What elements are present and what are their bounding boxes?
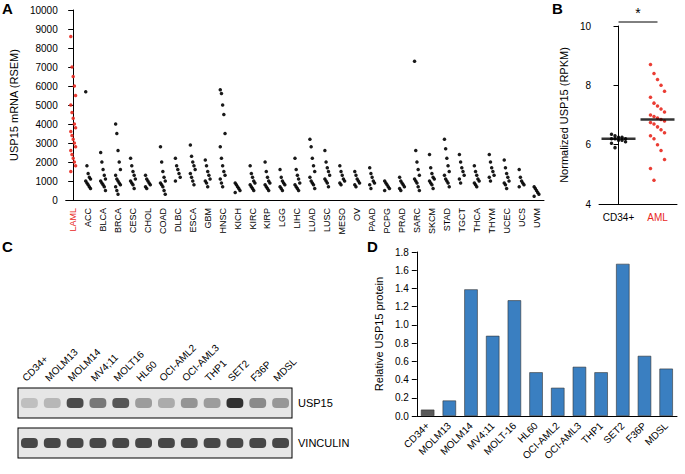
svg-text:7000: 7000 bbox=[35, 62, 58, 73]
svg-text:MOLM13: MOLM13 bbox=[42, 346, 80, 384]
svg-text:F36P: F36P bbox=[248, 359, 273, 384]
svg-text:MV4;11: MV4;11 bbox=[88, 351, 121, 384]
svg-text:OCI-AML3: OCI-AML3 bbox=[542, 420, 583, 461]
svg-text:DLBC: DLBC bbox=[173, 208, 183, 233]
svg-text:PCPG: PCPG bbox=[382, 208, 392, 234]
svg-text:KICH: KICH bbox=[233, 208, 243, 230]
svg-text:ACC: ACC bbox=[83, 208, 93, 228]
svg-text:THCA: THCA bbox=[472, 208, 482, 233]
svg-text:MDSL: MDSL bbox=[271, 356, 299, 384]
svg-text:MOLT16: MOLT16 bbox=[111, 348, 147, 384]
svg-text:MOLM14: MOLM14 bbox=[438, 420, 475, 457]
svg-text:MOLM14: MOLM14 bbox=[65, 346, 103, 384]
svg-text:OCI-AML2: OCI-AML2 bbox=[520, 420, 562, 462]
svg-text:VINCULIN: VINCULIN bbox=[298, 437, 349, 449]
svg-text:COAD: COAD bbox=[158, 208, 168, 235]
html-text:B: B bbox=[552, 0, 563, 17]
svg-text:STAD: STAD bbox=[442, 208, 452, 232]
svg-text:USP15: USP15 bbox=[298, 397, 333, 409]
svg-text:UVM: UVM bbox=[532, 208, 542, 228]
svg-text:CD34+: CD34+ bbox=[401, 420, 432, 451]
svg-text:5000: 5000 bbox=[35, 100, 58, 111]
svg-text:LIHC: LIHC bbox=[292, 208, 302, 229]
svg-text:6: 6 bbox=[585, 139, 591, 150]
svg-text:OCI-AML3: OCI-AML3 bbox=[179, 342, 222, 384]
html-text:A: A bbox=[2, 0, 13, 17]
svg-text:PRAD: PRAD bbox=[397, 208, 407, 234]
svg-text:MOLT-16: MOLT-16 bbox=[482, 420, 519, 457]
svg-text:9000: 9000 bbox=[35, 24, 58, 35]
svg-text:3000: 3000 bbox=[35, 138, 58, 149]
svg-text:HNSC: HNSC bbox=[218, 208, 228, 234]
svg-text:LAML: LAML bbox=[68, 208, 78, 232]
svg-text:THYM: THYM bbox=[487, 208, 497, 234]
svg-text:KIRP: KIRP bbox=[262, 208, 272, 229]
svg-text:CD34+: CD34+ bbox=[20, 353, 50, 384]
svg-text:8000: 8000 bbox=[35, 43, 58, 54]
svg-text:Relative USP15 protein: Relative USP15 protein bbox=[373, 277, 385, 391]
svg-text:1000: 1000 bbox=[35, 176, 58, 187]
svg-text:TGCT: TGCT bbox=[457, 208, 467, 233]
svg-text:0.2: 0.2 bbox=[395, 392, 409, 403]
svg-text:BRCA: BRCA bbox=[113, 208, 123, 233]
svg-text:UCS: UCS bbox=[517, 208, 527, 227]
svg-text:CESC: CESC bbox=[128, 208, 138, 234]
svg-text:MV4;11: MV4;11 bbox=[465, 420, 497, 452]
svg-text:GBM: GBM bbox=[203, 208, 213, 229]
svg-text:6000: 6000 bbox=[35, 81, 58, 92]
svg-text:PAAD: PAAD bbox=[367, 208, 377, 232]
svg-text:THP1: THP1 bbox=[203, 357, 229, 383]
svg-text:MOLM13: MOLM13 bbox=[416, 420, 454, 457]
svg-text:THP1: THP1 bbox=[579, 420, 605, 446]
svg-text:SET2: SET2 bbox=[226, 358, 252, 384]
svg-text:HL60: HL60 bbox=[134, 358, 159, 383]
svg-text:CD34+: CD34+ bbox=[603, 212, 635, 223]
svg-text:HL60: HL60 bbox=[515, 420, 540, 445]
svg-text:0.6: 0.6 bbox=[395, 356, 409, 367]
svg-text:OV: OV bbox=[352, 208, 362, 221]
svg-text:BLCA: BLCA bbox=[98, 208, 108, 232]
svg-text:0: 0 bbox=[52, 195, 58, 206]
svg-text:8: 8 bbox=[585, 80, 591, 91]
svg-text:UCEC: UCEC bbox=[502, 208, 512, 234]
html-text:D: D bbox=[367, 238, 378, 255]
svg-text:10: 10 bbox=[580, 21, 592, 32]
svg-text:1.4: 1.4 bbox=[395, 283, 409, 294]
svg-text:SARC: SARC bbox=[412, 208, 422, 234]
svg-text:CHOL: CHOL bbox=[143, 208, 153, 233]
svg-text:0.4: 0.4 bbox=[395, 374, 409, 385]
svg-text:0.8: 0.8 bbox=[395, 338, 409, 349]
svg-text:USP15 mRNA (RSEM): USP15 mRNA (RSEM) bbox=[8, 49, 20, 161]
svg-text:SKCM: SKCM bbox=[427, 208, 437, 234]
svg-text:MESO: MESO bbox=[337, 208, 347, 235]
svg-text:ESCA: ESCA bbox=[188, 208, 198, 233]
svg-text:*: * bbox=[635, 5, 641, 21]
svg-text:1.6: 1.6 bbox=[395, 265, 409, 276]
svg-text:1.0: 1.0 bbox=[395, 319, 409, 330]
svg-text:0.0: 0.0 bbox=[395, 411, 409, 422]
svg-text:SET2: SET2 bbox=[601, 420, 627, 446]
svg-text:KIRC: KIRC bbox=[248, 208, 258, 230]
svg-text:1.2: 1.2 bbox=[395, 301, 409, 312]
svg-text:MDSL: MDSL bbox=[643, 420, 671, 448]
svg-text:LUSC: LUSC bbox=[322, 208, 332, 233]
svg-text:1.8: 1.8 bbox=[395, 247, 409, 258]
svg-text:F36P: F36P bbox=[623, 420, 649, 445]
svg-text:4: 4 bbox=[585, 199, 591, 210]
html-text:C: C bbox=[2, 238, 13, 255]
svg-text:4000: 4000 bbox=[35, 119, 58, 130]
svg-text:LUAD: LUAD bbox=[307, 208, 317, 233]
svg-text:OCI-AML2: OCI-AML2 bbox=[157, 342, 199, 384]
svg-text:Normalized USP15 (RPKM): Normalized USP15 (RPKM) bbox=[558, 47, 570, 183]
svg-text:LGG: LGG bbox=[277, 208, 287, 227]
svg-text:2000: 2000 bbox=[35, 157, 58, 168]
svg-text:AML: AML bbox=[647, 212, 668, 223]
svg-text:10000: 10000 bbox=[30, 5, 58, 16]
